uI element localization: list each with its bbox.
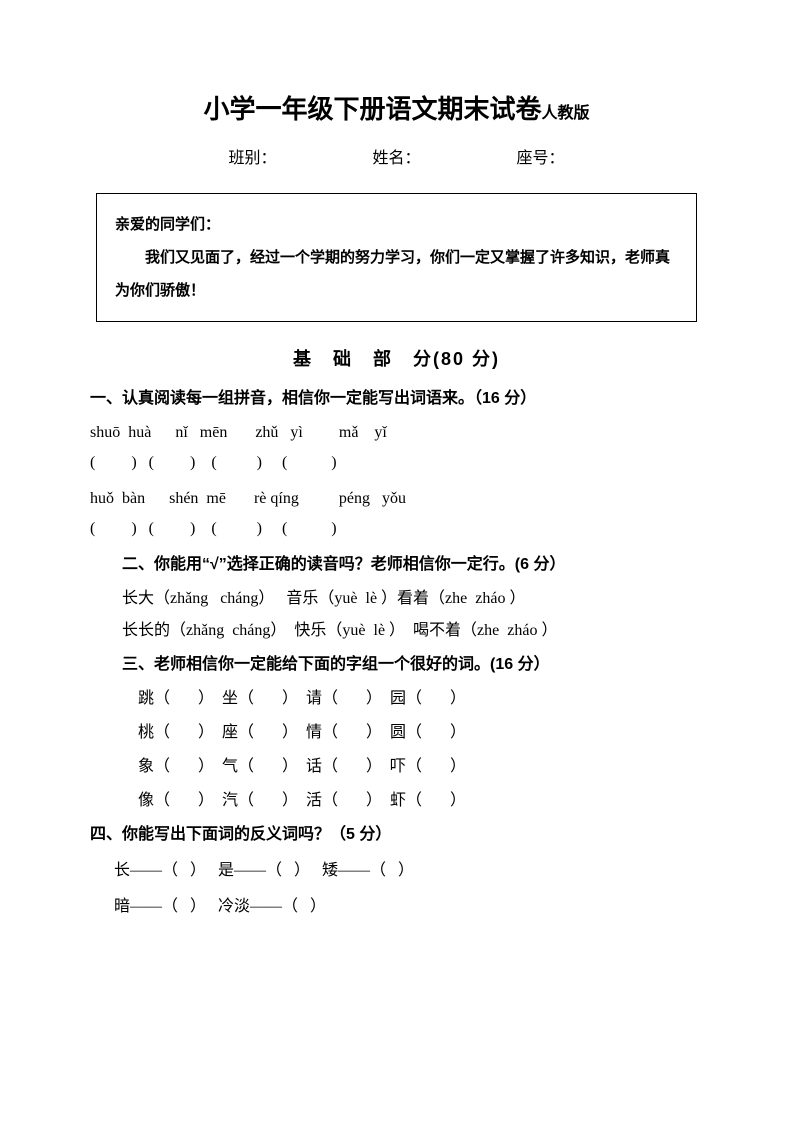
q3-head: 三、老师相信你一定能给下面的字组一个很好的词。(16 分）: [90, 653, 703, 677]
q1-head: 一、认真阅读每一组拼音，相信你一定能写出词语来。（16 分）: [90, 387, 703, 411]
q3-row-1[interactable]: 跳（ ） 坐（ ） 请（ ） 园（ ）: [90, 687, 703, 711]
q2-line-2[interactable]: 长长的（zhǎng cháng） 快乐（yuè lè ） 喝不着（zhe zhá…: [90, 619, 703, 643]
q1-blanks-2[interactable]: ( ) ( ) ( ) ( ): [90, 517, 703, 541]
q1-pinyin-1: shuō huà nǐ mēn zhǔ yì mǎ yǐ: [90, 421, 703, 445]
q2-line-1[interactable]: 长大（zhǎng cháng） 音乐（yuè lè ）看着（zhe zháo ）: [90, 587, 703, 611]
q4-head: 四、你能写出下面词的反义词吗？（5 分）: [90, 823, 703, 847]
class-label: 班别：: [228, 147, 276, 171]
student-info-line: 班别： 姓名： 座号：: [90, 147, 703, 171]
section-header: 基 础 部 分(80 分): [90, 346, 703, 373]
title-main: 小学一年级下册语文期末试卷: [203, 94, 541, 124]
page-title: 小学一年级下册语文期末试卷人教版: [90, 90, 703, 129]
notice-greeting: 亲爱的同学们：: [115, 208, 678, 241]
q3-row-2[interactable]: 桃（ ） 座（ ） 情（ ） 圆（ ）: [90, 721, 703, 745]
q3-row-3[interactable]: 象（ ） 气（ ） 话（ ） 吓（ ）: [90, 755, 703, 779]
q1-blanks-1[interactable]: ( ) ( ) ( ) ( ): [90, 451, 703, 475]
title-sub: 人教版: [542, 105, 590, 122]
q4-row-2[interactable]: 暗——（ ） 冷淡——（ ）: [90, 895, 703, 919]
q1-pinyin-2: huǒ bàn shén mē rè qíng péng yǒu: [90, 487, 703, 511]
q4-row-1[interactable]: 长——（ ） 是——（ ） 矮——（ ）: [90, 859, 703, 883]
notice-box: 亲爱的同学们： 我们又见面了，经过一个学期的努力学习，你们一定又掌握了许多知识，…: [96, 193, 697, 322]
name-label: 姓名：: [372, 147, 420, 171]
notice-body: 我们又见面了，经过一个学期的努力学习，你们一定又掌握了许多知识，老师真为你们骄傲…: [115, 241, 678, 307]
q3-row-4[interactable]: 像（ ） 汽（ ） 活（ ） 虾（ ）: [90, 789, 703, 813]
seat-label: 座号：: [517, 147, 565, 171]
q2-head: 二、你能用“√”选择正确的读音吗？老师相信你一定行。(6 分）: [90, 553, 703, 577]
